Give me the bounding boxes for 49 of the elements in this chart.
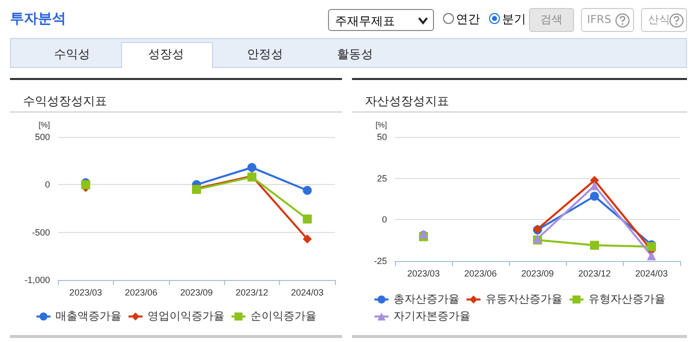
x-tick-label: 2024/03 [291,288,324,298]
y-tick-label: 500 [34,132,50,142]
point [302,186,312,195]
point [302,234,312,244]
chart-title: 수익성장성지표 [23,94,107,108]
text: 연간 [456,11,480,28]
y-tick-label: -25 [374,256,387,266]
point [590,176,599,185]
legend-label: 유동자산증가율 [486,294,562,306]
point [302,214,312,224]
text: 안정성 [246,46,284,63]
y-tick-label: 50 [376,132,387,142]
x-tick-label: 2023/12 [578,268,611,278]
y-tick-label: -1,000 [24,275,50,285]
point [247,163,256,172]
text: 성장성 [147,46,185,63]
x-tick-label: 2023/03 [407,268,440,278]
y-tick-label: 0 [382,214,387,225]
x-tick-label: 2023/09 [521,268,554,278]
text: 산식 [641,8,687,32]
point [647,251,656,260]
chart-title: 자산성장성지표 [365,94,449,108]
point [590,192,599,201]
x-tick-label: 2023/06 [464,268,497,278]
point [590,181,599,190]
x-tick-label: 2023/03 [69,288,102,298]
text: 수익성 [53,46,91,63]
point [590,240,599,250]
legend-label: 영업이익증가율 [148,310,224,322]
x-tick-label: 2023/06 [124,288,158,298]
text: 주재무제표 [328,9,434,31]
text: 활동성 [336,46,374,63]
x-tick-label: 2023/09 [180,288,213,298]
y-tick-label: 25 [376,173,387,184]
y-tick-label: -500 [32,227,50,238]
legend-label: 매출액증가율 [56,310,122,322]
legend-label: 자기자본증가율 [394,310,470,322]
legend-label: 순이익증가율 [250,310,316,322]
y-axis-title: [%] [38,120,50,130]
text: IFRS [581,8,634,32]
x-tick-label: 2024/03 [635,268,668,278]
text: 투자분석 [10,10,66,28]
x-tick-label: 2023/12 [236,288,268,298]
text: 분기 [502,11,526,28]
y-tick-label: 0 [44,180,50,190]
legend-label: 총자산증가율 [394,294,460,306]
text: 검색 [529,8,574,32]
legend-label: 유형자산증가율 [588,294,666,306]
y-axis-title: [%] [375,120,387,130]
